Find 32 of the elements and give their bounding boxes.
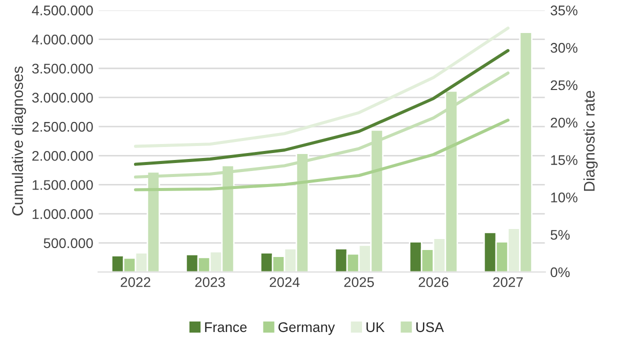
y-tick-label: 3.000.000 [32,92,93,103]
legend-label: Germany [278,322,335,335]
line-series [134,49,510,166]
y-tick-label: 2.000.000 [32,150,93,161]
y-tick-label: 1.500.000 [32,180,93,190]
legend-label: USA [416,322,444,332]
y2-tick-label: 5% [550,230,570,240]
x-tick-label: 2026 [418,277,448,288]
y-tick-label: 2.500.000 [32,122,93,132]
y2-tick-label: 15% [551,155,578,165]
x-tick-label: 2027 [493,277,523,288]
line-series [134,26,510,148]
y2-axis-title: Diagnostic rate [583,90,598,191]
y-axis-title: Cumulative diagnoses [12,66,26,216]
y-tick-label: 3.500.000 [32,64,93,74]
line-series [134,118,510,192]
x-tick-label: 2025 [344,277,374,288]
y-tick-label: 500.000 [44,238,93,248]
y2-tick-label: 25% [550,80,578,90]
x-tick-label: 2023 [195,277,225,288]
x-tick-label: 2022 [120,277,150,288]
y-tick-label: 4.500.000 [32,6,93,16]
y-tick-label: 4.000.000 [32,34,93,44]
legend-label: UK [366,322,385,332]
x-tick-label: 2024 [270,277,300,288]
y2-tick-label: 20% [550,118,578,128]
legend-label: France [205,322,247,332]
y2-tick-label: 10% [551,192,578,202]
y2-tick-label: 30% [550,42,578,53]
y2-tick-label: 0% [550,267,570,278]
y2-tick-label: 35% [550,6,578,16]
y-tick-label: 1.000.000 [32,209,93,219]
